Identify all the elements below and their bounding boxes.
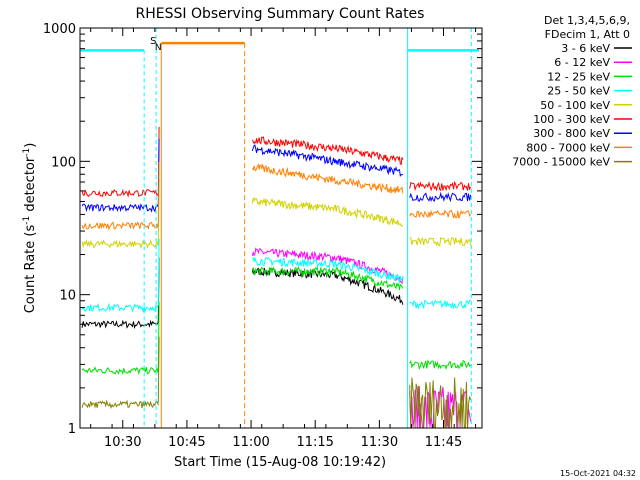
- y-tick-label: 1: [68, 422, 76, 437]
- overlay-layer: SN: [80, 28, 479, 428]
- x-tick-label: 11:15: [296, 435, 333, 450]
- y-label-sup1: -1: [22, 216, 32, 225]
- x-axis-label: Start Time (15-Aug-08 10:19:42): [174, 455, 386, 470]
- footer-timestamp: 15-Oct-2021 04:32: [560, 469, 636, 478]
- legend: Det 1,3,4,5,6,9, FDecim 1, Att 0 3 - 6 k…: [512, 14, 632, 169]
- legend-label: 25 - 50 keV: [547, 85, 610, 98]
- y-label-end: ): [23, 143, 38, 148]
- series-line: [251, 163, 404, 195]
- series-line: [251, 256, 404, 285]
- series-line: [251, 136, 404, 166]
- series-layer: [81, 126, 472, 429]
- y-label-mid: detector: [23, 156, 38, 216]
- legend-label: 50 - 100 keV: [540, 99, 610, 112]
- series-line: [409, 299, 471, 310]
- legend-label: 6 - 12 keV: [554, 56, 610, 69]
- series-line: [81, 161, 160, 231]
- series-line: [81, 138, 160, 213]
- axis-layer: 10:30 10:45 11:00 11:15 11:30 11:45 1 10 100 1000: [43, 22, 482, 450]
- plot-frame: [79, 27, 483, 429]
- series-line: [409, 377, 472, 429]
- series-line: [251, 196, 404, 227]
- series-line: [409, 191, 472, 203]
- series-line: [251, 247, 404, 285]
- legend-label: 12 - 25 keV: [547, 70, 610, 83]
- x-tick-label: 11:30: [361, 435, 398, 450]
- series-line: [81, 126, 160, 198]
- y-tick-label: 100: [51, 155, 76, 170]
- x-tick-label: 11:45: [425, 435, 462, 450]
- y-axis-label: Count Rate (s-1 detector-1): [22, 143, 38, 314]
- series-line: [81, 257, 160, 329]
- legend-label: 7000 - 15000 keV: [512, 156, 610, 169]
- series-line: [81, 301, 160, 375]
- series-line: [409, 359, 472, 371]
- series-line: [409, 236, 472, 247]
- saa-marker-label: S: [150, 36, 156, 47]
- series-line: [409, 209, 472, 219]
- series-line: [81, 179, 160, 250]
- x-tick-label: 10:45: [168, 435, 205, 450]
- x-tick-label: 11:00: [232, 435, 269, 450]
- legend-label: 800 - 7000 keV: [526, 141, 610, 154]
- y-tick-label: 1000: [43, 22, 76, 37]
- series-line: [251, 266, 404, 291]
- chart-title: RHESSI Observing Summary Count Rates: [136, 6, 425, 22]
- y-tick-label: 10: [59, 289, 76, 304]
- legend-header-decim: FDecim 1, Att 0: [545, 28, 630, 41]
- y-label-main: Count Rate (s: [23, 225, 38, 314]
- x-tick-label: 10:30: [104, 435, 141, 450]
- series-line: [81, 238, 160, 314]
- legend-label: 300 - 800 keV: [533, 127, 610, 140]
- night-marker-label: N: [155, 43, 162, 53]
- series-line: [81, 336, 160, 409]
- y-label-sup2: -1: [22, 148, 32, 157]
- legend-header-detectors: Det 1,3,4,5,6,9,: [544, 14, 630, 27]
- legend-label: 3 - 6 keV: [561, 42, 610, 55]
- series-line: [409, 180, 472, 192]
- legend-label: 100 - 300 keV: [533, 113, 610, 126]
- series-line: [251, 144, 403, 177]
